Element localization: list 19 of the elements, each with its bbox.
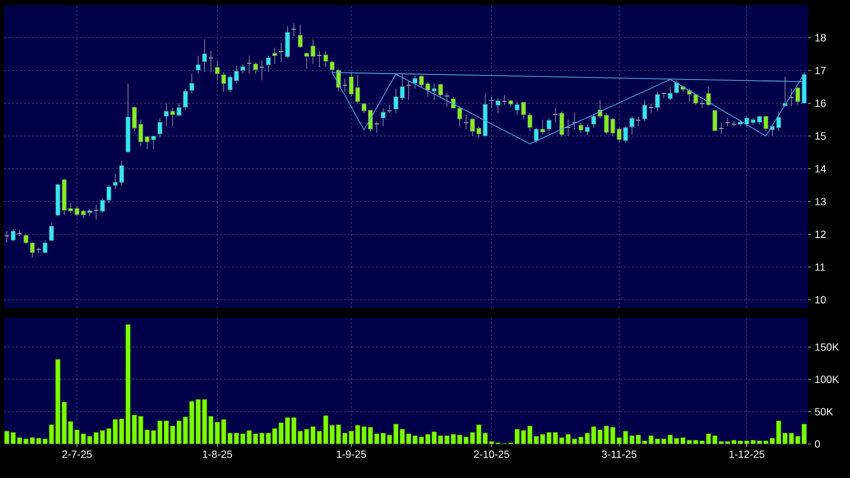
x-tick-label: 1-8-25 — [202, 450, 232, 458]
y-tick-label: 13 — [815, 198, 826, 206]
y-tick-label: 15 — [815, 132, 826, 140]
y-tick-label: 17 — [815, 66, 826, 74]
y-tick-label: 18 — [815, 34, 826, 42]
y-tick-label: 10 — [815, 296, 826, 304]
y-tick-label: 0 — [814, 440, 820, 448]
x-tick-label: 2-7-25 — [62, 450, 92, 458]
y-tick-label: 11 — [815, 263, 825, 271]
x-tick-label: 1-9-25 — [336, 450, 366, 458]
y-tick-label: 150K — [815, 343, 839, 351]
x-tick-label: 1-12-25 — [729, 450, 764, 458]
y-tick-label: 16 — [815, 100, 826, 107]
x-tick-label: 2-10-25 — [474, 450, 510, 458]
y-tick-label: 12 — [815, 230, 826, 238]
y-tick-label: 100K — [815, 376, 839, 384]
x-tick-label: 3-11-25 — [602, 450, 636, 458]
y-tick-label: 14 — [815, 165, 826, 172]
y-tick-label: 50K — [814, 408, 834, 416]
